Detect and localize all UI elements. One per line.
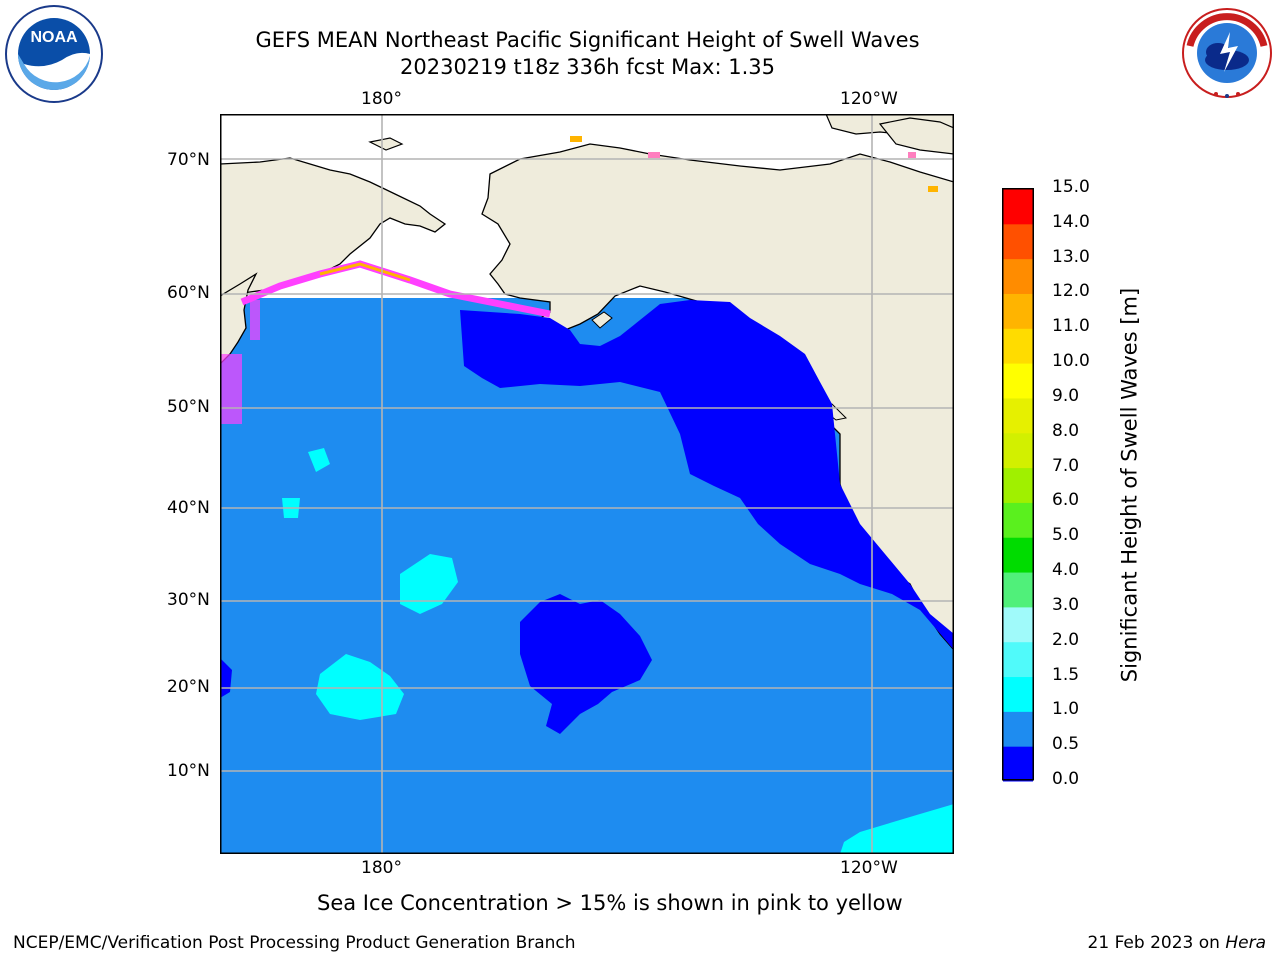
noaa-logo-icon: NOAA [5,5,103,103]
colorbar-tick-label: 11.0 [1052,316,1090,337]
sea-ice-patch [250,300,260,340]
colorbar-tick-label: 0.0 [1052,769,1080,789]
colorbar-tick-label: 1.5 [1052,664,1080,685]
colorbar-cell [1003,397,1033,434]
lon-label-top-120w: 120°W [840,89,898,109]
sea-ice-fleck [648,152,660,158]
colorbar-tick-label: 5.0 [1052,525,1080,546]
footer-date-text: 21 Feb 2023 on [1087,933,1226,953]
sea-ice-note: Sea Ice Concentration > 15% is shown in … [317,891,903,915]
lat-label-50n: 50°N [167,397,210,417]
colorbar-tick-label: 4.0 [1052,560,1080,581]
colorbar-cell [1003,258,1033,294]
mid-swell-region [400,554,458,614]
arctic-island [878,117,954,155]
colorbar-cell [1003,502,1033,538]
lat-label-30n: 30°N [167,590,210,610]
colorbar-tick-label: 6.0 [1052,490,1080,511]
swell-height-map [220,114,954,854]
footer-branch: NCEP/EMC/Verification Post Processing Pr… [13,933,576,953]
mid-swell-region [840,804,954,854]
colorbar-label: Significant Height of Swell Waves [m] [1117,287,1142,683]
colorbar-tick-label: 10.0 [1052,351,1090,372]
lon-label-bottom-120w: 120°W [840,858,898,878]
colorbar-tick-label: 13.0 [1052,246,1090,267]
colorbar-tick-label: 8.0 [1052,420,1080,441]
lat-label-60n: 60°N [167,283,210,303]
colorbar-cell [1003,223,1033,260]
colorbar-cell [1003,293,1033,329]
colorbar-cell [1003,189,1033,225]
colorbar-tick-label: 12.0 [1052,281,1090,302]
colorbar-tick-label: 9.0 [1052,385,1080,406]
colorbar-cell [1003,676,1033,712]
lat-label-20n: 20°N [167,677,210,697]
sea-ice-fleck [570,136,582,142]
colorbar-cell [1003,467,1033,503]
lat-label-40n: 40°N [167,498,210,518]
colorbar-cell [1003,641,1033,678]
colorbar-tick-label: 7.0 [1052,455,1080,476]
colorbar-cell [1003,711,1033,747]
colorbar-cell [1003,606,1033,643]
graticule [220,114,954,854]
lat-label-10n: 10°N [167,761,210,781]
colorbar-cell [1003,572,1033,608]
colorbar [1002,188,1034,782]
colorbar-tick-label: 15.0 [1052,177,1090,197]
colorbar-tick-label: 1.0 [1052,699,1080,720]
footer-date: 21 Feb 2023 on Hera [1088,933,1266,953]
colorbar-cell [1003,328,1033,364]
low-swell-region [460,300,954,650]
sea-ice-patch [220,354,242,424]
colorbar-cell [1003,537,1033,573]
lat-label-70n: 70°N [167,150,210,170]
sea-ice-fleck [928,186,938,192]
noaa-logo-text: NOAA [30,29,78,46]
lon-label-top-180: 180° [361,89,402,109]
colorbar-cell [1003,746,1033,782]
sea-ice-edge [319,262,411,282]
mid-swell-region [308,448,330,472]
wrangel-island [368,137,404,151]
lon-label-bottom-180: 180° [361,858,402,878]
colorbar-tick-label: 2.0 [1052,629,1080,650]
kodiak-island [591,311,613,329]
colorbar-tick-label: 0.5 [1052,734,1080,755]
colorbar-cell [1003,432,1033,469]
chart-title: GEFS MEAN Northeast Pacific Significant … [255,28,920,52]
low-swell-region [520,594,652,734]
colorbar-cell [1003,363,1033,399]
sea-ice-fleck [908,152,916,158]
chart-subtitle: 20230219 t18z 336h fcst Max: 1.35 [400,55,775,79]
colorbar-tick-label: 3.0 [1052,594,1080,615]
map-frame [220,114,954,854]
footer-host: Hera [1225,933,1266,953]
nws-logo-icon [1182,8,1272,98]
colorbar-tick-label: 14.0 [1052,211,1090,232]
